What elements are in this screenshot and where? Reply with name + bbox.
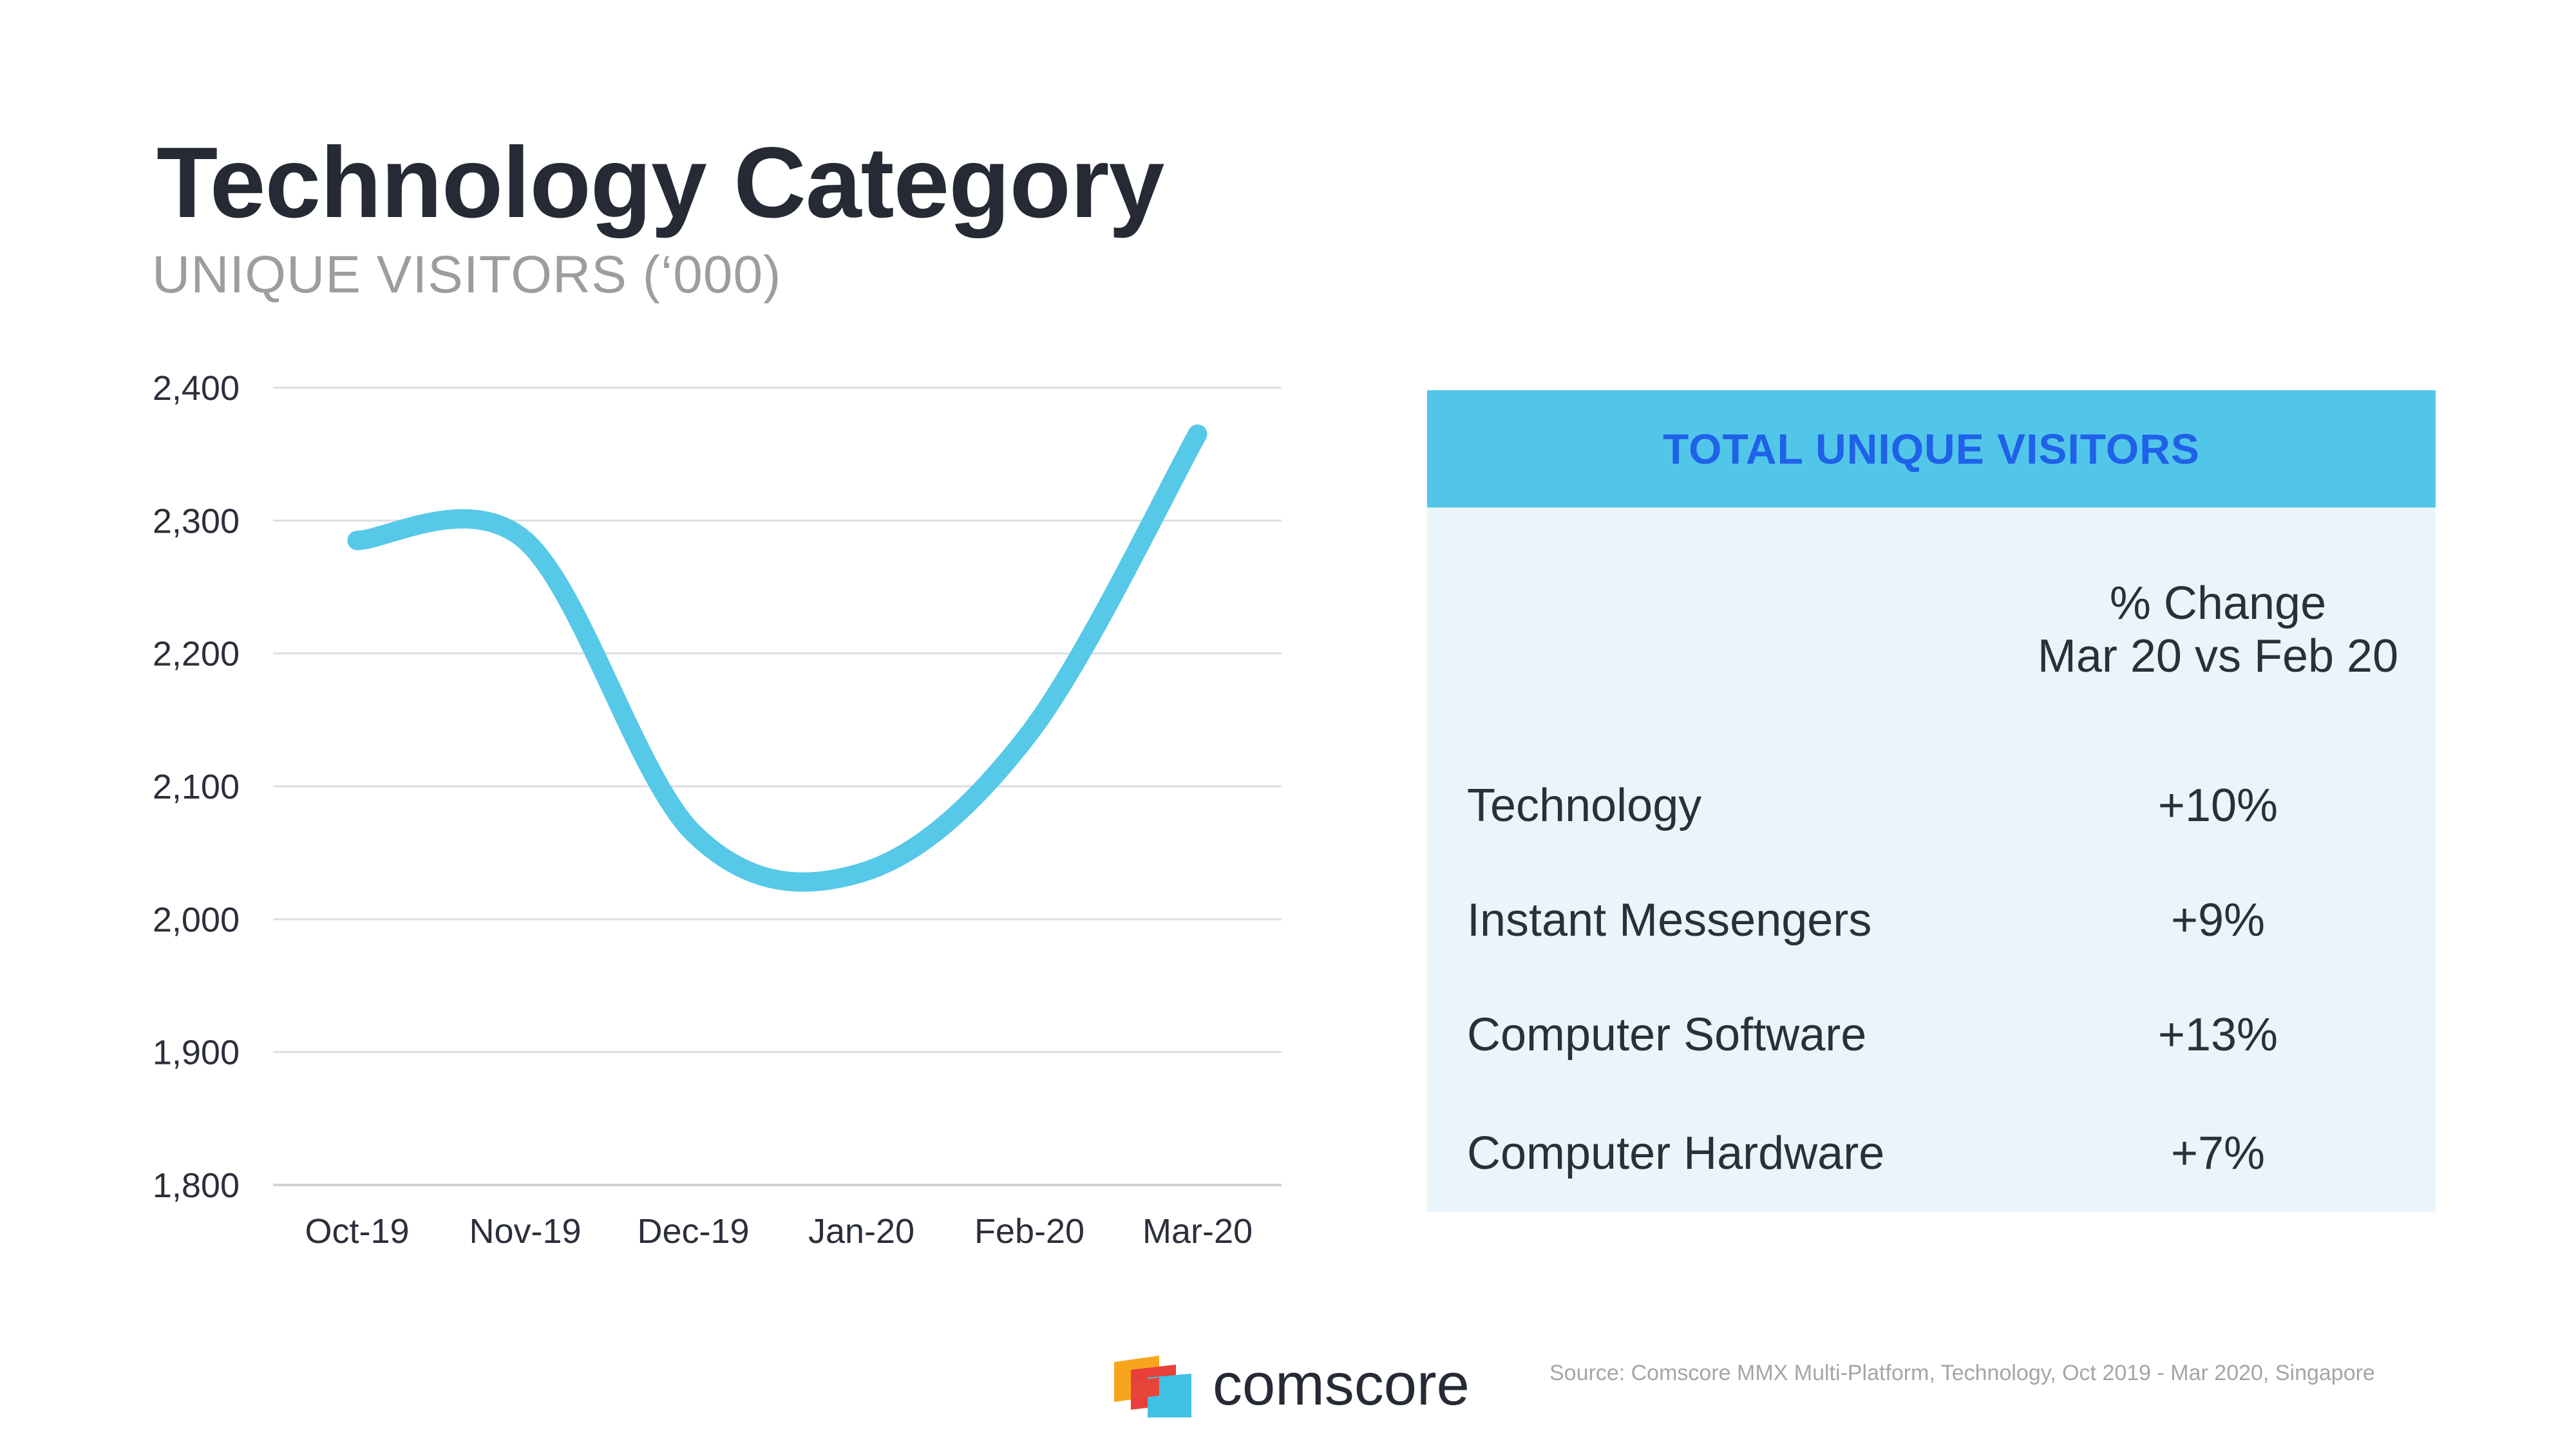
data-point <box>1019 723 1039 743</box>
data-point <box>515 531 535 551</box>
y-tick-label: 2,000 <box>153 900 240 939</box>
chart-title: Technology Category <box>156 127 1164 239</box>
x-tick-label: Oct-19 <box>305 1212 409 1251</box>
row-change-instant-messengers: +9% <box>2170 895 2266 946</box>
change-column-header-line1: % Change <box>2109 578 2327 629</box>
row-category-computer-hardware: Computer Hardware <box>1467 1128 1885 1179</box>
summary-panel: TOTAL UNIQUE VISITORS % Change Mar 20 vs… <box>1427 390 2436 1212</box>
change-column-header-line2: Mar 20 vs Feb 20 <box>2037 630 2399 682</box>
summary-panel-title: TOTAL UNIQUE VISITORS <box>1663 425 2200 473</box>
comscore-logo-icon <box>1114 1356 1191 1417</box>
x-tick-label: Mar-20 <box>1142 1212 1253 1251</box>
y-tick-label: 2,200 <box>153 635 240 674</box>
data-point <box>683 823 703 843</box>
series-layer <box>347 424 1208 892</box>
y-tick-label: 1,800 <box>153 1166 240 1205</box>
chart-subtitle: UNIQUE VISITORS (‘000) <box>152 245 782 304</box>
gridlines <box>273 386 1282 1186</box>
x-tick-label: Nov-19 <box>469 1212 581 1251</box>
x-tick-label: Jan-20 <box>808 1212 914 1251</box>
row-category-computer-software: Computer Software <box>1467 1009 1867 1061</box>
y-tick-label: 2,100 <box>153 768 240 806</box>
row-change-technology: +10% <box>2157 780 2278 831</box>
series-line <box>347 424 1208 892</box>
row-change-computer-hardware: +7% <box>2170 1128 2266 1179</box>
row-category-instant-messengers: Instant Messengers <box>1467 895 1872 946</box>
row-category-technology: Technology <box>1467 780 1702 831</box>
data-point <box>1188 424 1208 444</box>
x-axis-ticks: Oct-19 Nov-19 Dec-19 Jan-20 Feb-20 Mar-20 <box>305 1212 1253 1251</box>
y-axis-ticks: 1,800 1,900 2,000 2,100 2,200 2,300 2,400 <box>153 369 240 1205</box>
row-change-computer-software: +13% <box>2157 1009 2278 1061</box>
data-point <box>347 531 367 551</box>
data-point <box>851 863 871 883</box>
y-tick-label: 1,900 <box>153 1034 240 1072</box>
x-tick-label: Dec-19 <box>637 1212 749 1251</box>
x-tick-label: Feb-20 <box>974 1212 1084 1251</box>
brand-name: comscore <box>1213 1352 1470 1417</box>
summary-panel-header: TOTAL UNIQUE VISITORS <box>1427 390 2436 507</box>
y-tick-label: 2,300 <box>153 502 240 540</box>
source-note: Source: Comscore MMX Multi-Platform, Tec… <box>1549 1361 2375 1385</box>
y-tick-label: 2,400 <box>153 369 240 408</box>
